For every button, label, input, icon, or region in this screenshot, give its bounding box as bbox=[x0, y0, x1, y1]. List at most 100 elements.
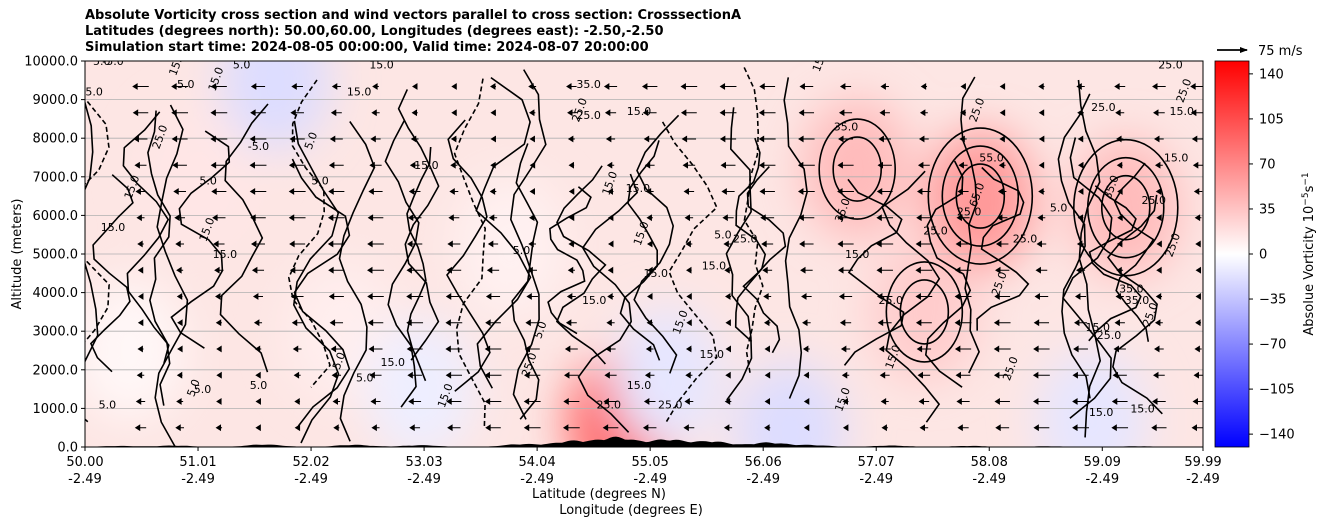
wind-vector-320 bbox=[999, 109, 1006, 117]
wind-vector-85 bbox=[370, 398, 381, 405]
plot-area: 15.015.0-5.0 5.015.015.015.015.05.0 15.0 15… bbox=[84, 51, 1204, 448]
contour-label-53: 25.0 bbox=[879, 294, 904, 307]
wind-vector-153 bbox=[528, 83, 537, 90]
contour-line-37 bbox=[85, 99, 99, 365]
wind-vector-273 bbox=[876, 240, 894, 248]
x-axis-label-longitude: Longitude (degrees E) bbox=[559, 503, 703, 518]
wind-vector-155 bbox=[563, 398, 580, 405]
wind-vector-61 bbox=[290, 293, 304, 300]
contour-label-64: 15.0 bbox=[582, 294, 607, 307]
chart-title-line-2: Latitudes (degrees north): 50.00,60.00, … bbox=[85, 24, 664, 39]
wind-vector-7 bbox=[137, 240, 144, 248]
wind-vector-380 bbox=[1193, 371, 1203, 379]
wind-vector-168 bbox=[602, 424, 619, 432]
wind-vector-167 bbox=[566, 83, 577, 90]
wind-vector-349 bbox=[1076, 83, 1085, 90]
wind-vector-371 bbox=[1156, 240, 1162, 248]
contour-line-18 bbox=[743, 67, 764, 374]
y-tick-label-6: 6000.0 bbox=[33, 209, 79, 224]
wind-vector-376 bbox=[1153, 109, 1165, 117]
wind-vector-341 bbox=[1075, 293, 1087, 300]
wind-vector-12 bbox=[132, 109, 149, 117]
wind-vector-89 bbox=[367, 293, 384, 300]
wind-vector-109 bbox=[410, 135, 419, 143]
wind-vector-161 bbox=[568, 240, 575, 248]
closed-contour-3-2 bbox=[885, 261, 964, 363]
contour-label-46: 15.0 bbox=[507, 51, 532, 64]
wind-vector-323 bbox=[1033, 398, 1050, 405]
wind-vector-265 bbox=[839, 83, 852, 90]
wind-vector-24 bbox=[172, 161, 187, 169]
wind-vector-5 bbox=[138, 293, 144, 300]
contour-label-10: 15.0 bbox=[626, 182, 651, 195]
wind-vector-301 bbox=[955, 240, 971, 248]
wind-vector-289 bbox=[917, 188, 931, 195]
contour-line-11 bbox=[1077, 79, 1102, 438]
wind-vector-389 bbox=[1191, 135, 1203, 143]
wind-vector-28 bbox=[215, 424, 223, 432]
wind-vector-220 bbox=[720, 161, 736, 169]
wind-vector-174 bbox=[607, 266, 614, 274]
wind-vector-377 bbox=[1152, 83, 1166, 90]
colorbar-gradient bbox=[1214, 60, 1250, 448]
wind-vector-234 bbox=[758, 161, 776, 169]
contour-line-4 bbox=[725, 107, 753, 401]
wind-vector-230 bbox=[762, 266, 773, 274]
wind-vector-311 bbox=[993, 345, 1011, 353]
wind-vector-107 bbox=[408, 188, 421, 195]
wind-vector-251 bbox=[799, 83, 814, 90]
vorticity-region-11 bbox=[1037, 350, 1148, 447]
wind-vector-121 bbox=[449, 188, 459, 195]
wind-vector-340 bbox=[1074, 319, 1088, 327]
wind-vector-221 bbox=[719, 135, 737, 143]
contour-label-28: 15.0 bbox=[1089, 406, 1114, 419]
vorticity-region-9 bbox=[611, 307, 722, 447]
wind-vector-316 bbox=[997, 214, 1008, 222]
wind-vector-158 bbox=[565, 319, 577, 327]
contour-label-67: 25.0 bbox=[1142, 194, 1167, 207]
wind-vector-193 bbox=[643, 135, 656, 143]
wind-vector-1 bbox=[135, 398, 146, 405]
wind-vector-139 bbox=[490, 83, 496, 90]
contour-line-12 bbox=[509, 69, 547, 420]
wind-vector-165 bbox=[567, 135, 575, 143]
contour-label-20: 25.0 bbox=[879, 51, 904, 64]
wind-vector-214 bbox=[725, 319, 731, 327]
wind-vector-160 bbox=[567, 266, 575, 274]
wind-vector-280 bbox=[919, 424, 929, 432]
wind-vector-60 bbox=[291, 319, 303, 327]
y-tick-label-5: 5000.0 bbox=[33, 248, 79, 263]
wind-vector-235 bbox=[758, 135, 776, 143]
terrain-profile bbox=[85, 436, 1203, 447]
wind-vector-351 bbox=[1111, 398, 1128, 405]
contour-label-13: 35.0 bbox=[834, 120, 859, 133]
vorticity-region-8 bbox=[365, 319, 476, 447]
contour-line-9 bbox=[287, 79, 331, 388]
y-tick-label-8: 8000.0 bbox=[33, 132, 79, 147]
contour-line-10 bbox=[397, 89, 440, 361]
wind-vector-128 bbox=[484, 371, 502, 379]
contour-label-25: 15.0 bbox=[1086, 321, 1111, 334]
wind-vector-140 bbox=[523, 424, 541, 432]
wind-vector-117 bbox=[445, 293, 462, 300]
contour-label-62: 5.0 bbox=[513, 244, 531, 257]
wind-vector-386 bbox=[1194, 214, 1202, 222]
contour-label-63: 5.0 bbox=[531, 320, 549, 341]
wind-vector-359 bbox=[1117, 188, 1123, 195]
wind-vector-77 bbox=[327, 240, 345, 248]
wind-vector-361 bbox=[1116, 135, 1124, 143]
wind-vector-133 bbox=[487, 240, 499, 248]
wind-vector-150 bbox=[529, 161, 536, 169]
contour-label-38: 5.0 bbox=[99, 398, 117, 411]
wind-vector-365 bbox=[1152, 398, 1166, 405]
closed-contour-1-1 bbox=[832, 136, 882, 202]
wind-vector-366 bbox=[1153, 371, 1165, 379]
wind-vector-212 bbox=[725, 371, 731, 379]
chart-title-line-3: Simulation start time: 2024-08-05 00:00:… bbox=[85, 40, 649, 55]
wind-vector-228 bbox=[763, 319, 771, 327]
closed-contour-2-3 bbox=[1072, 138, 1179, 277]
wind-vector-65 bbox=[288, 188, 306, 195]
wind-vector-227 bbox=[764, 345, 770, 353]
wind-vector-238 bbox=[803, 424, 810, 432]
